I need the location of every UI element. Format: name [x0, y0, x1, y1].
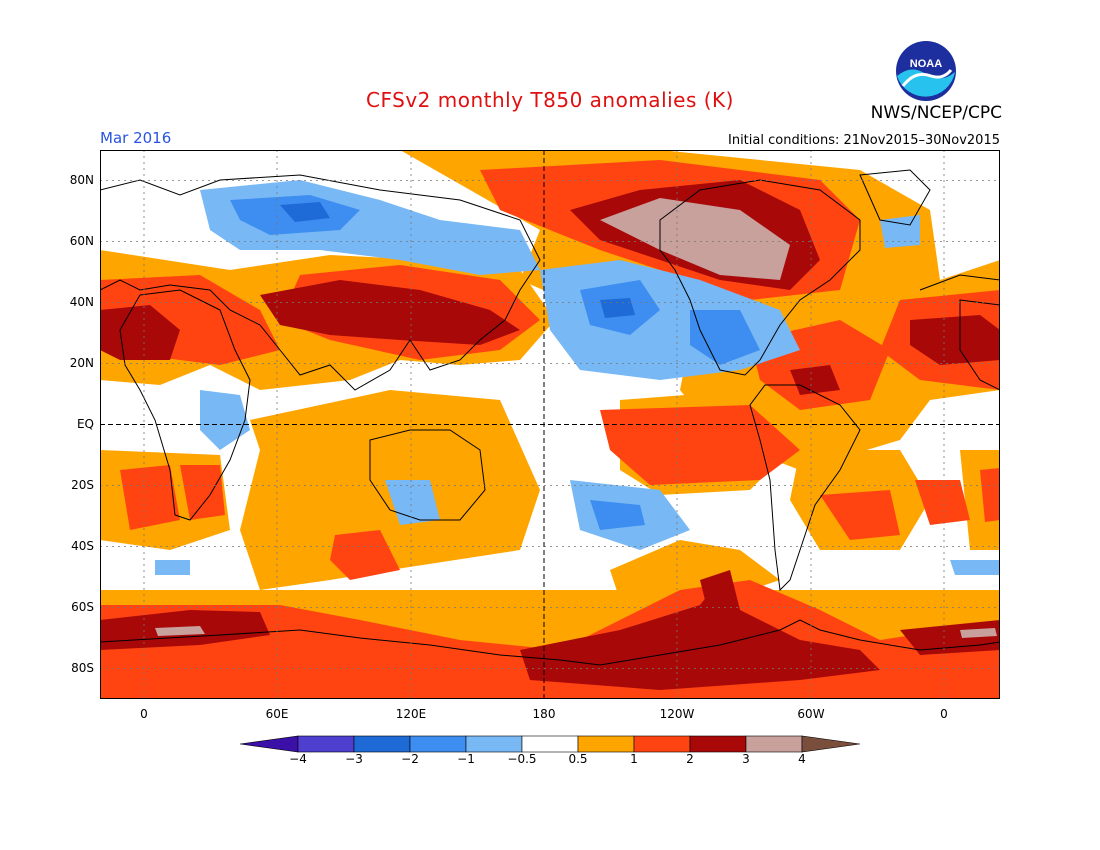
map-title: CFSv2 monthly T850 anomalies (K) [366, 88, 734, 112]
logo-text: NOAA [910, 58, 942, 70]
colorbar-label: 1 [630, 752, 638, 766]
colorbar-arrow-min [239, 735, 299, 753]
lon-label-60e: 60E [265, 707, 289, 721]
cool-anomaly-level-3 [280, 202, 635, 318]
colorbar-segment [353, 735, 411, 753]
lat-label-20n: 20N [69, 356, 94, 370]
grid-lines [100, 150, 1000, 699]
map-frame [100, 150, 1000, 699]
warm-anomaly-level-4 [155, 198, 997, 638]
lat-label-60s: 60S [71, 600, 94, 614]
colorbar-segment [633, 735, 691, 753]
lon-label-180: 180 [532, 707, 556, 721]
lat-label-20s: 20S [71, 478, 94, 492]
colorbar-segment [745, 735, 803, 753]
colorbar-segment [409, 735, 467, 753]
colorbar-label: −0.5 [507, 752, 537, 766]
colorbar-label: 3 [742, 752, 750, 766]
lon-label-60w: 60W [797, 707, 825, 721]
lon-label-120w: 120W [659, 707, 695, 721]
lat-label-40n: 40N [69, 295, 94, 309]
colorbar-label: 0.5 [568, 752, 588, 766]
initial-conditions-label: Initial conditions: 21Nov2015–30Nov2015 [728, 133, 1000, 148]
color-scale-bar [239, 735, 861, 753]
lat-label-80n: 80N [69, 173, 94, 187]
colorbar-segment [521, 735, 579, 753]
cool-anomaly-level-2 [230, 195, 760, 530]
lon-label-120e: 120E [395, 707, 427, 721]
colorbar-arrow-max [801, 735, 861, 753]
colorbar-label: 2 [686, 752, 694, 766]
colorbar-segment [577, 735, 635, 753]
reference-lines [100, 150, 1000, 699]
anomaly-map [100, 150, 1000, 699]
colorbar-segment [689, 735, 747, 753]
lat-label-eq: EQ [76, 417, 94, 431]
colorbar-label: −2 [401, 752, 419, 766]
agency-label: NWS/NCEP/CPC [870, 103, 1002, 123]
lon-label-0-east: 0 [940, 707, 948, 721]
valid-month-label: Mar 2016 [100, 129, 172, 147]
lat-label-80s: 80S [71, 661, 94, 675]
coastlines [100, 169, 1000, 666]
colorbar-segment [465, 735, 523, 753]
colorbar-label: −3 [345, 752, 363, 766]
colorbar-label: −1 [457, 752, 475, 766]
colorbar-label: 4 [798, 752, 806, 766]
lat-label-40s: 40S [71, 539, 94, 553]
noaa-logo: NOAA [896, 41, 956, 101]
lat-label-60n: 60N [69, 234, 94, 248]
colorbar-label: −4 [289, 752, 307, 766]
colorbar-segment [297, 735, 355, 753]
lon-label-0: 0 [140, 707, 148, 721]
